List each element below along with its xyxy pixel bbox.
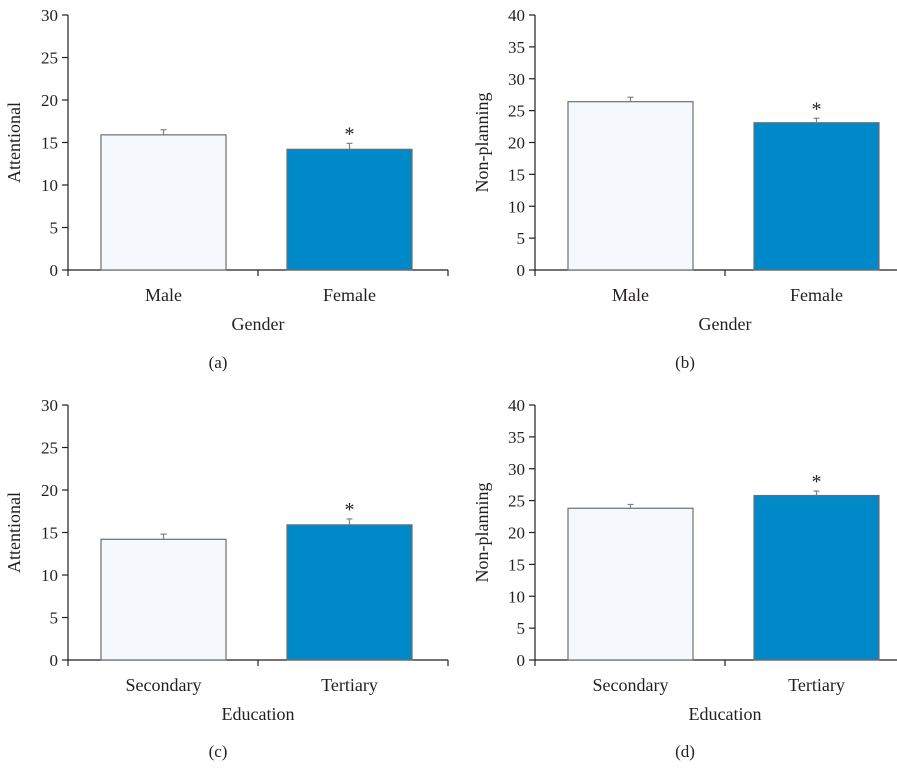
x-tick-label: Tertiary (788, 675, 845, 695)
bar-secondary (100, 538, 227, 661)
y-tick-label: 10 (41, 176, 58, 195)
y-tick-label: 35 (508, 38, 525, 57)
y-axis-title: Non-planning (472, 483, 492, 583)
panel-caption: (a) (209, 353, 228, 372)
panel-caption: (d) (675, 742, 695, 761)
y-axis-title: Non-planning (472, 93, 492, 193)
y-tick-label: 15 (508, 165, 525, 184)
y-tick-label: 0 (517, 261, 526, 280)
chart-panel-4: 0 5 10 15 20 25 30 35 40 Secondary * Tertiary Educat… (472, 396, 897, 761)
x-axis-title: Education (689, 704, 762, 724)
y-tick-label: 15 (508, 555, 525, 574)
x-tick-label: Secondary (126, 675, 202, 695)
y-tick-label: 0 (50, 651, 59, 670)
chart-panel-1: 0 5 10 15 20 25 30 Male * Female Gender Attentional… (4, 6, 449, 372)
x-tick-label: Tertiary (321, 675, 378, 695)
y-tick-label: 25 (508, 492, 525, 511)
bar-male (567, 101, 694, 271)
bar-tertiary (753, 494, 880, 661)
y-tick-label: 15 (41, 524, 58, 543)
y-tick-label: 20 (508, 524, 525, 543)
significance-marker: * (812, 471, 822, 493)
x-tick-label: Secondary (593, 675, 669, 695)
significance-marker: * (812, 98, 822, 120)
y-tick-label: 10 (41, 566, 58, 585)
chart-panel-2: 0 5 10 15 20 25 30 35 40 Male * Female Gender Non-pla… (472, 6, 897, 372)
y-tick-label: 15 (41, 134, 58, 153)
y-tick-label: 5 (517, 229, 526, 248)
x-axis-title: Education (222, 704, 295, 724)
x-tick-label: Female (323, 285, 376, 305)
significance-marker: * (345, 499, 355, 521)
y-tick-label: 35 (508, 428, 525, 447)
x-axis-title: Gender (699, 314, 752, 334)
y-tick-label: 25 (508, 102, 525, 121)
bar-female (286, 148, 413, 271)
y-tick-label: 10 (508, 587, 525, 606)
y-tick-label: 5 (50, 219, 59, 238)
y-tick-label: 5 (517, 619, 526, 638)
y-axis-title: Attentional (4, 102, 24, 183)
x-axis-title: Gender (232, 314, 285, 334)
y-tick-label: 25 (41, 49, 58, 68)
x-tick-label: Female (790, 285, 843, 305)
panel-caption: (b) (675, 353, 695, 372)
y-tick-label: 20 (41, 481, 58, 500)
y-tick-label: 40 (508, 396, 525, 415)
x-tick-label: Male (612, 285, 649, 305)
y-tick-label: 5 (50, 609, 59, 628)
y-tick-label: 30 (508, 460, 525, 479)
y-tick-label: 40 (508, 6, 525, 25)
y-tick-label: 0 (517, 651, 526, 670)
y-tick-label: 30 (508, 70, 525, 89)
y-tick-label: 25 (41, 439, 58, 458)
y-tick-label: 30 (41, 396, 58, 415)
panel-caption: (c) (209, 742, 228, 761)
bar-tertiary (286, 524, 413, 661)
bar-male (100, 134, 227, 271)
y-tick-label: 20 (508, 134, 525, 153)
significance-marker: * (345, 123, 355, 145)
y-tick-label: 30 (41, 6, 58, 25)
bar-female (753, 122, 880, 271)
x-tick-label: Male (145, 285, 182, 305)
y-tick-label: 10 (508, 197, 525, 216)
y-tick-label: 20 (41, 91, 58, 110)
y-axis-title: Attentional (4, 492, 24, 573)
chart-panel-3: 0 5 10 15 20 25 30 Secondary * Tertiary Education A… (4, 396, 449, 761)
bar-secondary (567, 507, 694, 661)
y-tick-label: 0 (50, 261, 59, 280)
